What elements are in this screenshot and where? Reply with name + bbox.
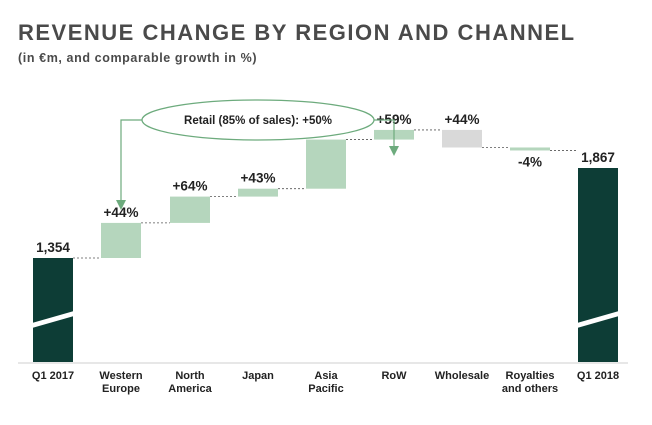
royalties-and-others-category-label-2: and others — [502, 383, 558, 395]
asia-pacific-category-label-1: Asia — [314, 370, 338, 382]
western-europe-category-label-2: Europe — [102, 383, 140, 395]
asia-pacific-category-label-2: Pacific — [308, 383, 343, 395]
q1-2017-value-label: 1,354 — [36, 240, 70, 255]
wholesale-bar — [442, 129, 482, 148]
north-america-bar — [170, 196, 210, 223]
royalties-and-others-category-label-1: Royalties — [506, 370, 555, 382]
q1-2018-bar — [578, 168, 618, 362]
wholesale-growth-label: +44% — [445, 112, 480, 127]
retail-arrow-left-line — [120, 119, 142, 203]
north-america-growth-label: +64% — [173, 179, 208, 194]
north-america-category-label-2: America — [168, 383, 212, 395]
retail-arrow-right-head — [389, 146, 399, 156]
japan-category-label-1: Japan — [242, 370, 274, 382]
retail-arrow-left-head — [116, 200, 126, 210]
q1-2017-axis-break — [32, 311, 74, 328]
q1-2018-axis-break — [577, 311, 619, 328]
retail-annotation-text: Retail (85% of sales): +50% — [184, 115, 332, 127]
q1-2018-value-label: 1,867 — [581, 150, 615, 165]
royalties-and-others-growth-label: -4% — [518, 154, 542, 169]
row-category-label-1: RoW — [381, 370, 407, 382]
q1-2017-bar — [33, 258, 73, 362]
q1-2017-category-label: Q1 2017 — [32, 370, 74, 382]
western-europe-bar — [101, 222, 141, 258]
japan-growth-label: +43% — [241, 171, 276, 186]
q1-2018-category-label: Q1 2018 — [577, 370, 619, 382]
north-america-category-label-1: North — [175, 370, 205, 382]
wholesale-category-label-1: Wholesale — [435, 370, 489, 382]
chart-subtitle: (in €m, and comparable growth in %) — [18, 51, 258, 65]
western-europe-category-label-1: Western — [99, 370, 142, 382]
royalties-and-others-bar — [510, 147, 550, 151]
western-europe-growth-label: +44% — [104, 205, 139, 220]
retail-arrow-right-line — [374, 119, 395, 148]
japan-bar — [238, 188, 278, 197]
asia-pacific-bar — [306, 139, 346, 189]
chart-title: REVENUE CHANGE BY REGION AND CHANNEL — [18, 20, 576, 45]
